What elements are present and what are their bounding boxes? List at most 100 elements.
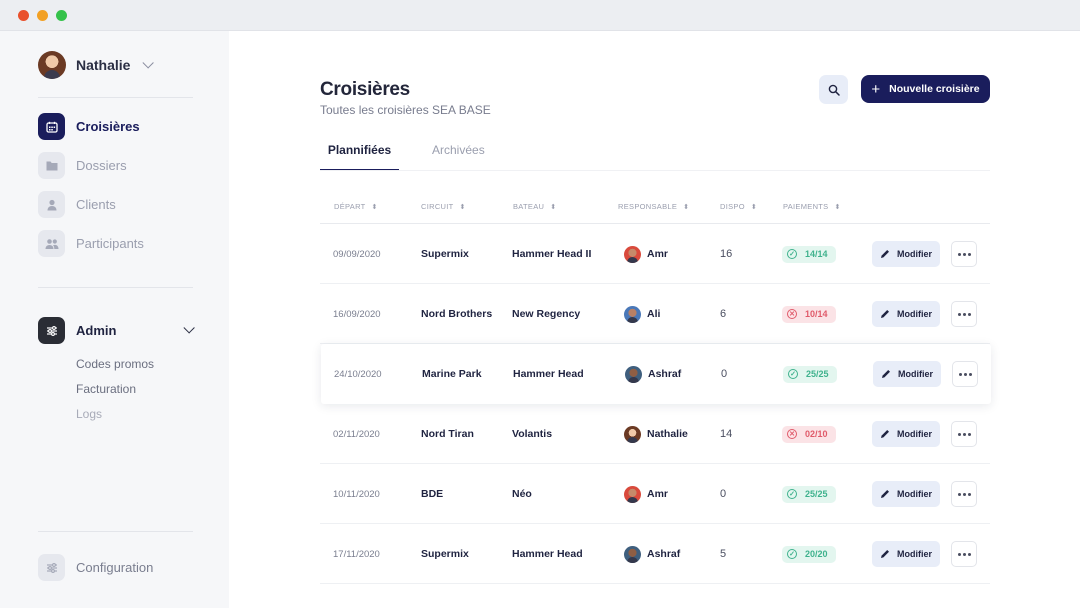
cell-actions: Modifier: [872, 464, 940, 524]
edit-button[interactable]: Modifier: [872, 421, 940, 447]
cell-bateau: Volantis: [512, 428, 553, 440]
calendar-icon: [38, 113, 65, 140]
ellipsis-icon: [957, 432, 971, 436]
cell-responsable: Ashraf: [625, 344, 681, 404]
sidebar-item-label: Dossiers: [76, 158, 127, 173]
table-row[interactable]: 09/09/2020 Supermix Hammer Head II Amr 16 ✓ 14…: [320, 224, 990, 284]
table-row[interactable]: 16/09/2020 Nord Brothers New Regency Ali 6 ✕ 1…: [320, 284, 990, 344]
column-header-label: BATEAU: [513, 202, 545, 211]
column-header-responsable[interactable]: RESPONSABLE ⬍: [618, 202, 689, 211]
check-circle-icon: ✓: [787, 549, 797, 559]
user-icon: [38, 191, 65, 218]
ellipsis-icon: [957, 252, 971, 256]
column-header-circuit[interactable]: CIRCUIT ⬍: [421, 202, 466, 211]
cell-circuit: Nord Tiran: [421, 428, 474, 440]
edit-button[interactable]: Modifier: [873, 361, 941, 387]
edit-button[interactable]: Modifier: [872, 481, 940, 507]
sort-icon: ⬍: [834, 203, 841, 211]
tab-archivees[interactable]: Archivées: [432, 143, 485, 157]
more-options-button[interactable]: [951, 241, 977, 267]
sidebar-item-label: Configuration: [76, 560, 154, 575]
search-button[interactable]: [819, 75, 848, 104]
user-menu[interactable]: Nathalie: [38, 51, 155, 79]
maximize-window-button[interactable]: [56, 10, 67, 21]
more-options-button[interactable]: [951, 421, 977, 447]
edit-label: Modifier: [897, 309, 932, 319]
cell-bateau: Hammer Head: [512, 548, 583, 560]
edit-button[interactable]: Modifier: [872, 241, 940, 267]
cell-actions: Modifier: [872, 404, 940, 464]
cell-paiements: ✓ 20/20: [782, 524, 836, 584]
table-row[interactable]: 10/11/2020 BDE Néo Amr 0 ✓ 25/25 Modifier: [320, 464, 990, 524]
cell-depart: 17/11/2020: [333, 548, 380, 560]
tab-plannifiees[interactable]: Plannifiées: [320, 143, 399, 171]
minimize-window-button[interactable]: [37, 10, 48, 21]
sidebar-item-label: Croisières: [76, 119, 140, 134]
cell-bateau: Hammer Head: [513, 368, 584, 380]
cell-circuit: Nord Brothers: [421, 308, 493, 320]
check-circle-icon: ✓: [787, 489, 797, 499]
cell-responsable: Amr: [624, 224, 668, 284]
cell-dispo: 0: [721, 368, 728, 380]
more-options-button[interactable]: [951, 481, 977, 507]
cell-paiements: ✕ 02/10: [782, 404, 836, 464]
chevron-down-icon[interactable]: [183, 322, 195, 334]
table-row[interactable]: 17/11/2020 Supermix Hammer Head Ashraf 5 ✓ 20/…: [320, 524, 990, 584]
ellipsis-icon: [957, 492, 971, 496]
edit-button[interactable]: Modifier: [872, 541, 940, 567]
new-cruise-label: Nouvelle croisière: [889, 83, 980, 95]
cell-circuit: Marine Park: [422, 368, 482, 380]
payment-status-badge-pending: ✕ 10/14: [782, 305, 836, 323]
cell-actions: Modifier: [872, 524, 940, 584]
cell-responsable: Ashraf: [624, 524, 680, 584]
table-row[interactable]: 24/10/2020 Marine Park Hammer Head Ashraf 0 ✓…: [321, 344, 991, 404]
edit-button[interactable]: Modifier: [872, 301, 940, 327]
new-cruise-button[interactable]: + Nouvelle croisière: [861, 75, 990, 103]
more-options-button[interactable]: [951, 541, 977, 567]
cell-more: [951, 224, 977, 284]
payment-status-badge-ok: ✓ 20/20: [782, 545, 836, 563]
sidebar-subitem-facturation[interactable]: Facturation: [76, 382, 137, 396]
pencil-icon: [880, 549, 890, 559]
search-icon: [828, 84, 840, 96]
responsable-name: Amr: [647, 488, 669, 500]
more-options-button[interactable]: [951, 301, 977, 327]
column-header-depart[interactable]: DÉPART ⬍: [334, 202, 378, 211]
sidebar-item-croisieres[interactable]: Croisières: [38, 113, 140, 140]
sidebar-subitem-logs[interactable]: Logs: [76, 407, 103, 421]
column-header-bateau[interactable]: BATEAU ⬍: [513, 202, 556, 211]
sidebar-item-participants[interactable]: Participants: [38, 230, 144, 257]
avatar: [624, 545, 641, 563]
avatar: [624, 245, 641, 263]
avatar: [624, 485, 641, 503]
sidebar-subitem-codes-promos[interactable]: Codes promos: [76, 357, 155, 371]
cell-responsable: Nathalie: [624, 404, 688, 464]
column-header-label: DÉPART: [334, 202, 366, 211]
title-bar: [0, 0, 1080, 31]
responsable-name: Ali: [647, 308, 661, 320]
pencil-icon: [880, 489, 890, 499]
sidebar-item-clients[interactable]: Clients: [38, 191, 116, 218]
column-header-label: PAIEMENTS: [783, 202, 829, 211]
more-options-button[interactable]: [952, 361, 978, 387]
sort-icon: ⬍: [459, 203, 466, 211]
column-header-dispo[interactable]: DISPO ⬍: [720, 202, 757, 211]
sort-icon: ⬍: [371, 203, 378, 211]
page-title: Croisières: [320, 79, 410, 100]
pencil-icon: [881, 369, 891, 379]
table-row[interactable]: 02/11/2020 Nord Tiran Volantis Nathalie 14 ✕ 0…: [320, 404, 990, 464]
cell-responsable: Amr: [624, 464, 668, 524]
column-header-label: DISPO: [720, 202, 745, 211]
sidebar-item-dossiers[interactable]: Dossiers: [38, 152, 127, 179]
close-window-button[interactable]: [18, 10, 29, 21]
cell-responsable: Ali: [624, 284, 660, 344]
edit-label: Modifier: [897, 489, 932, 499]
sidebar-item-configuration[interactable]: Configuration: [38, 554, 153, 581]
cell-dispo: 16: [720, 248, 733, 260]
divider: [38, 287, 193, 288]
cell-paiements: ✓ 25/25: [782, 464, 836, 524]
sidebar-item-admin[interactable]: Admin: [38, 317, 116, 344]
users-icon: [38, 230, 65, 257]
column-header-paiements[interactable]: PAIEMENTS ⬍: [783, 202, 841, 211]
